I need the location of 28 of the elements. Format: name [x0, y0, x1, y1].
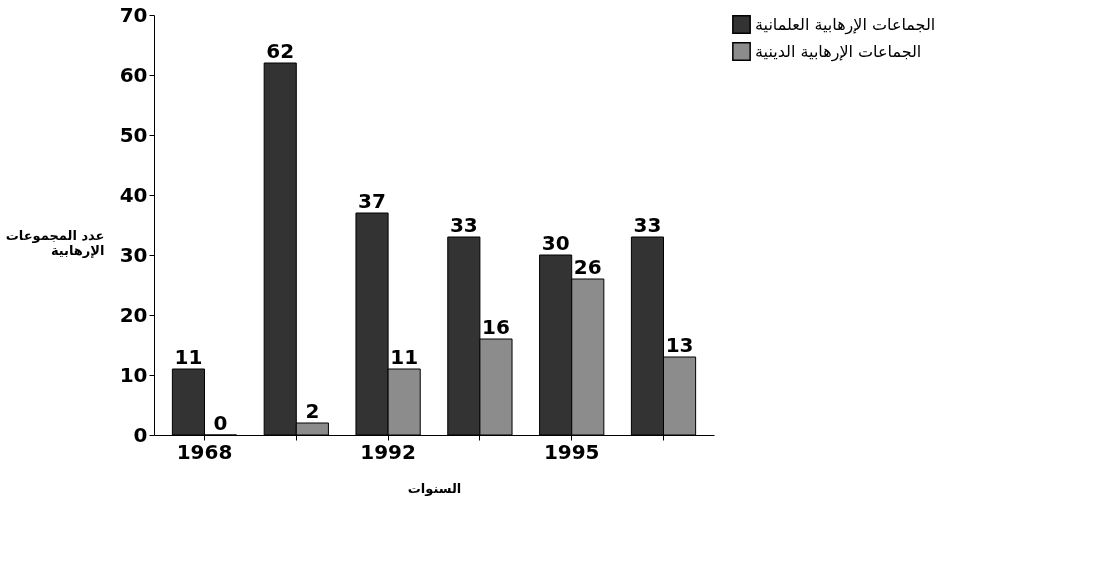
text: الإرهابية — [50, 242, 105, 258]
y-tick-label: 70 — [119, 2, 148, 27]
legend-label: الجماعات الإرهابية الدينية — [755, 41, 922, 62]
data-label: 26 — [573, 255, 602, 279]
legend-label: الجماعات الإرهابية العلمانية — [755, 14, 936, 35]
data-label: 2 — [305, 399, 320, 423]
data-label: 11 — [174, 345, 203, 369]
data-label: 11 — [390, 345, 419, 369]
data-label: 62 — [266, 39, 295, 63]
x-tick-label: 1995 — [543, 439, 600, 464]
y-tick-label: 10 — [119, 362, 148, 387]
data-label: 13 — [665, 333, 694, 357]
data-label: 33 — [449, 213, 478, 237]
y-tick-label: 0 — [133, 422, 148, 447]
y-tick-label: 60 — [119, 62, 148, 87]
y-tick-label: 40 — [119, 182, 148, 207]
x-tick-label: 1968 — [176, 439, 233, 464]
x-tick-label: 1992 — [360, 439, 416, 464]
data-label: 33 — [633, 213, 662, 237]
data-label: 0 — [213, 411, 228, 435]
text: عدد المجموعات — [5, 227, 105, 243]
y-tick-label: 50 — [119, 122, 148, 147]
y-tick-label: 30 — [119, 242, 148, 267]
x-axis-title: السنوات — [407, 480, 462, 496]
data-label: 30 — [541, 231, 570, 255]
y-tick-label: 20 — [119, 302, 148, 327]
data-label: 16 — [482, 315, 510, 339]
data-label: 37 — [358, 189, 386, 213]
